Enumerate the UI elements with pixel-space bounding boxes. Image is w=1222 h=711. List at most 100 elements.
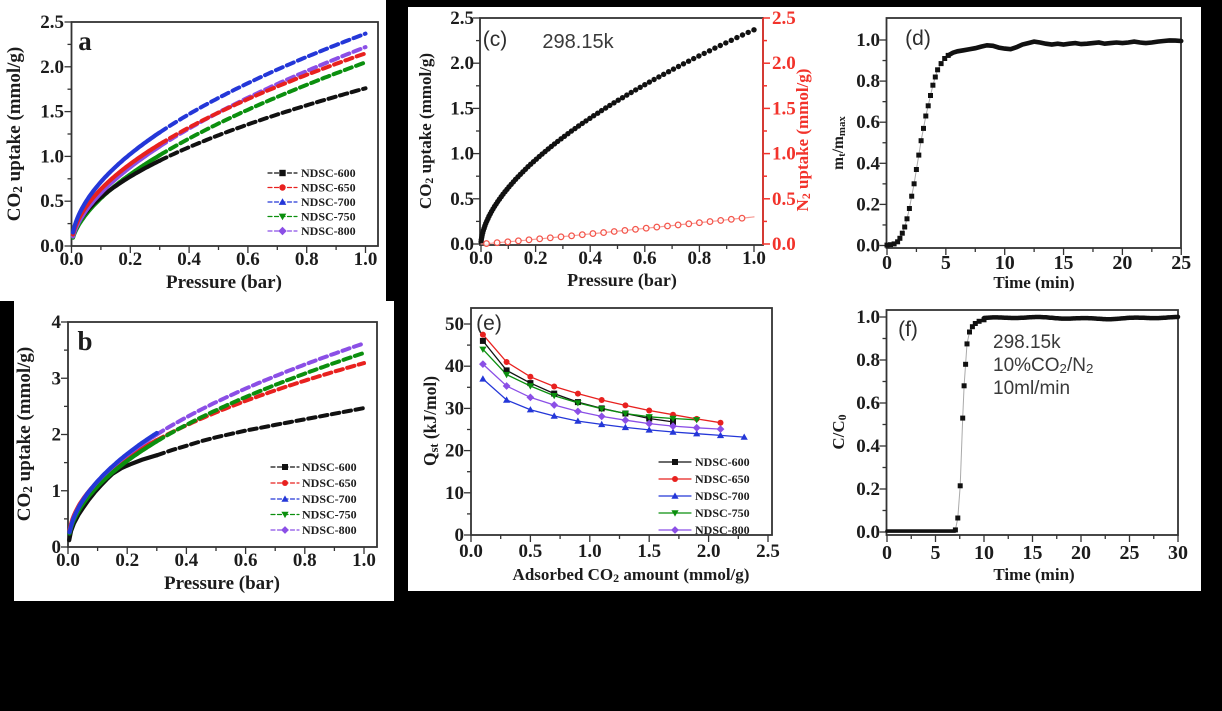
- svg-text:0: 0: [882, 252, 892, 274]
- svg-text:1.5: 1.5: [637, 541, 661, 562]
- svg-text:CO2 uptake (mmol/g): CO2 uptake (mmol/g): [416, 53, 436, 209]
- svg-text:1.0: 1.0: [578, 541, 602, 562]
- svg-text:0.2: 0.2: [524, 248, 548, 269]
- svg-text:2.0: 2.0: [40, 57, 64, 78]
- svg-text:NDSC-650: NDSC-650: [301, 181, 356, 195]
- svg-text:2.5: 2.5: [756, 541, 780, 562]
- svg-text:0.0: 0.0: [56, 550, 80, 571]
- svg-text:0.4: 0.4: [578, 248, 602, 269]
- svg-text:0: 0: [882, 542, 892, 564]
- svg-text:Pressure (bar): Pressure (bar): [164, 573, 280, 594]
- svg-text:NDSC-800: NDSC-800: [695, 523, 750, 537]
- svg-text:0.5: 0.5: [40, 191, 64, 212]
- svg-text:2.0: 2.0: [697, 541, 721, 562]
- svg-text:CO2 uptake (mmol/g): CO2 uptake (mmol/g): [4, 47, 25, 221]
- svg-text:0.4: 0.4: [856, 153, 880, 174]
- svg-text:0.2: 0.2: [856, 479, 880, 500]
- svg-text:1.5: 1.5: [772, 98, 796, 119]
- svg-text:10: 10: [995, 252, 1015, 274]
- svg-text:0.6: 0.6: [633, 248, 657, 269]
- svg-text:(f): (f): [898, 318, 918, 341]
- svg-text:0.6: 0.6: [856, 393, 880, 414]
- svg-text:0.8: 0.8: [856, 350, 880, 371]
- svg-text:10: 10: [974, 542, 994, 564]
- svg-text:(c): (c): [483, 28, 508, 51]
- svg-text:Time (min): Time (min): [993, 273, 1074, 292]
- svg-text:10: 10: [445, 483, 464, 504]
- svg-text:2: 2: [52, 425, 62, 446]
- svg-text:(d): (d): [905, 27, 931, 50]
- svg-text:NDSC-600: NDSC-600: [302, 460, 357, 474]
- svg-text:0: 0: [455, 525, 465, 546]
- svg-text:0.0: 0.0: [469, 248, 493, 269]
- svg-text:0.8: 0.8: [295, 249, 319, 270]
- svg-text:(e): (e): [476, 312, 502, 335]
- svg-text:0.5: 0.5: [519, 541, 543, 562]
- svg-text:1.0: 1.0: [772, 144, 796, 165]
- svg-text:1.0: 1.0: [856, 307, 880, 328]
- svg-text:1: 1: [52, 481, 62, 502]
- svg-text:Time (min): Time (min): [993, 565, 1074, 584]
- svg-text:15: 15: [1023, 542, 1043, 564]
- svg-text:0.8: 0.8: [688, 248, 712, 269]
- svg-text:20: 20: [1071, 542, 1091, 564]
- svg-text:1.0: 1.0: [450, 144, 474, 165]
- svg-text:1.5: 1.5: [40, 102, 64, 123]
- svg-text:1.0: 1.0: [40, 146, 64, 167]
- svg-text:NDSC-700: NDSC-700: [301, 195, 356, 209]
- svg-text:NDSC-700: NDSC-700: [695, 489, 750, 503]
- svg-text:0.0: 0.0: [856, 522, 880, 543]
- svg-text:NDSC-750: NDSC-750: [301, 210, 356, 224]
- svg-text:0.4: 0.4: [856, 436, 880, 457]
- svg-text:1.0: 1.0: [354, 249, 378, 270]
- svg-text:30: 30: [445, 398, 464, 419]
- svg-text:15: 15: [1054, 252, 1074, 274]
- svg-text:3: 3: [52, 368, 62, 389]
- svg-text:1.0: 1.0: [856, 30, 880, 51]
- svg-text:NDSC-700: NDSC-700: [302, 492, 357, 506]
- svg-text:0.8: 0.8: [856, 71, 880, 92]
- svg-text:0.4: 0.4: [177, 249, 201, 270]
- svg-text:0.5: 0.5: [450, 189, 474, 210]
- svg-text:4: 4: [52, 312, 62, 333]
- svg-text:0.0: 0.0: [772, 234, 796, 255]
- svg-text:5: 5: [941, 252, 951, 274]
- svg-text:0: 0: [52, 537, 62, 558]
- svg-text:0.0: 0.0: [856, 236, 880, 257]
- svg-text:NDSC-650: NDSC-650: [302, 476, 357, 490]
- svg-text:0.6: 0.6: [236, 249, 260, 270]
- svg-text:298.15k: 298.15k: [542, 31, 614, 53]
- svg-text:25: 25: [1171, 252, 1191, 274]
- svg-text:0.8: 0.8: [293, 550, 317, 571]
- svg-text:1.0: 1.0: [352, 550, 376, 571]
- svg-text:0.5: 0.5: [772, 189, 796, 210]
- svg-text:10ml/min: 10ml/min: [993, 378, 1070, 399]
- svg-text:NDSC-800: NDSC-800: [302, 523, 357, 537]
- svg-text:5: 5: [931, 542, 941, 564]
- svg-text:0.2: 0.2: [118, 249, 142, 270]
- svg-text:25: 25: [1120, 542, 1140, 564]
- svg-text:b: b: [77, 326, 92, 356]
- svg-text:2.5: 2.5: [772, 8, 796, 29]
- svg-text:0.2: 0.2: [115, 550, 139, 571]
- svg-text:0.0: 0.0: [40, 236, 64, 257]
- svg-text:10%CO2/N2: 10%CO2/N2: [993, 355, 1093, 376]
- svg-text:a: a: [78, 26, 92, 56]
- svg-text:NDSC-800: NDSC-800: [301, 224, 356, 238]
- svg-text:30: 30: [1168, 542, 1188, 564]
- svg-text:NDSC-750: NDSC-750: [302, 508, 357, 522]
- svg-text:0.0: 0.0: [60, 249, 84, 270]
- svg-text:2.5: 2.5: [450, 8, 474, 29]
- svg-text:0.0: 0.0: [450, 234, 474, 255]
- svg-text:CO2 uptake (mmol/g): CO2 uptake (mmol/g): [14, 347, 35, 521]
- svg-text:2.0: 2.0: [772, 53, 796, 74]
- svg-text:50: 50: [445, 314, 464, 335]
- svg-text:Adsorbed CO2 amount (mmol/g): Adsorbed CO2 amount (mmol/g): [513, 565, 750, 585]
- svg-text:1.5: 1.5: [450, 98, 474, 119]
- svg-text:0.4: 0.4: [175, 550, 199, 571]
- svg-text:N2 uptake (mmol/g): N2 uptake (mmol/g): [793, 69, 813, 212]
- svg-text:40: 40: [445, 356, 464, 377]
- svg-text:C/C0: C/C0: [829, 414, 849, 449]
- svg-text:0.0: 0.0: [459, 541, 483, 562]
- svg-text:2.5: 2.5: [40, 12, 64, 33]
